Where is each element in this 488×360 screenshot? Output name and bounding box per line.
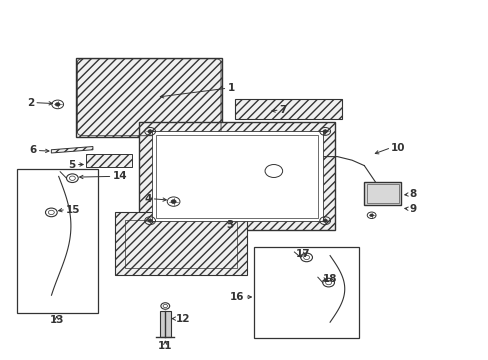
Bar (151, 131, 322, 221)
Bar (17, 169, 98, 313)
Text: 14: 14 (112, 171, 127, 181)
Text: 18: 18 (322, 274, 337, 284)
Text: 1: 1 (227, 83, 234, 93)
Circle shape (369, 214, 373, 217)
Circle shape (55, 103, 60, 106)
Bar (156, 135, 317, 218)
Text: 13: 13 (49, 315, 64, 325)
Text: 8: 8 (408, 189, 416, 199)
Polygon shape (51, 147, 93, 153)
Circle shape (323, 219, 326, 222)
Bar (366, 184, 398, 203)
Text: 11: 11 (158, 341, 172, 351)
Bar (85, 154, 132, 167)
Bar (76, 58, 222, 137)
Bar (254, 247, 359, 338)
Text: 5: 5 (68, 159, 76, 170)
Bar (234, 99, 342, 119)
Text: 15: 15 (66, 204, 81, 215)
Text: 2: 2 (27, 98, 34, 108)
Circle shape (171, 200, 176, 203)
Bar (139, 122, 334, 230)
Text: 17: 17 (295, 249, 310, 259)
Text: 6: 6 (29, 145, 37, 156)
Text: 7: 7 (279, 105, 286, 115)
Text: 10: 10 (390, 143, 405, 153)
Text: 3: 3 (226, 220, 233, 230)
Text: 16: 16 (229, 292, 244, 302)
Circle shape (323, 130, 326, 133)
Circle shape (148, 219, 152, 222)
Bar (160, 311, 170, 337)
Bar (124, 220, 237, 268)
Text: 9: 9 (408, 204, 416, 214)
Bar (364, 182, 400, 205)
Bar (115, 212, 246, 275)
Text: 4: 4 (144, 194, 151, 204)
Text: 12: 12 (176, 314, 190, 324)
Circle shape (148, 130, 152, 133)
